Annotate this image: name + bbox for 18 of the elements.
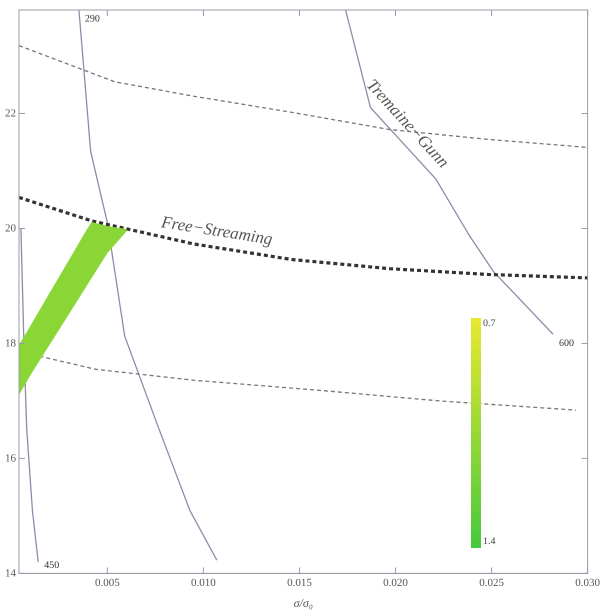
x-tick-label: 0.030 xyxy=(575,576,600,589)
y-tick-label: 22 xyxy=(5,107,16,120)
y-tick-label: 14 xyxy=(5,567,16,580)
x-tick-label: 0.005 xyxy=(94,576,120,589)
y-tick-label: 20 xyxy=(5,222,16,234)
annotation: 600 xyxy=(559,338,574,349)
annotation: 450 xyxy=(44,560,60,572)
x-tick-label: 0.010 xyxy=(191,576,216,589)
x-axis-title: σ/σ₀ xyxy=(294,596,313,610)
x-tick-label: 0.025 xyxy=(479,576,504,589)
line-series xyxy=(19,196,588,280)
y-tick-label: 16 xyxy=(5,452,16,464)
annotation: 290 xyxy=(84,14,100,25)
x-tick-label: 0.015 xyxy=(287,576,312,589)
annotation: 1.4 xyxy=(483,536,496,548)
x-tick-label: 0.020 xyxy=(383,576,408,589)
y-tick-label: 18 xyxy=(5,337,16,350)
annotation: 0.7 xyxy=(483,318,496,330)
